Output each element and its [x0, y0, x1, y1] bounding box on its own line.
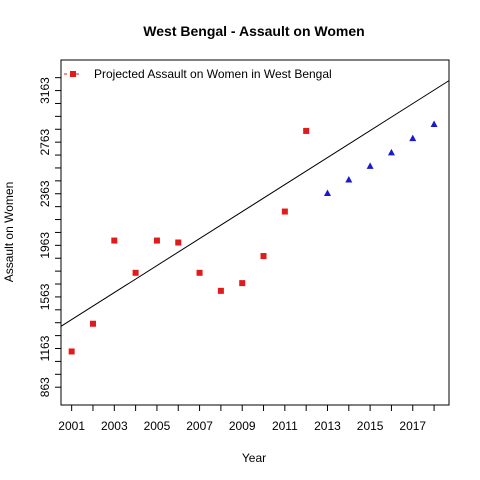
y-axis-label: Assault on Women	[2, 182, 16, 283]
y-tick-label: 1963	[38, 232, 52, 259]
legend: Projected Assault on Women in West Benga…	[64, 67, 332, 81]
chart-title: West Bengal - Assault on Women	[143, 23, 364, 39]
x-tick-label: 2009	[229, 419, 256, 433]
y-tick-label: 1163	[38, 335, 52, 361]
y-tick-label: 2363	[38, 180, 52, 207]
plot-frame	[60, 59, 450, 406]
y-tick-label: 863	[38, 377, 52, 397]
legend-label: Projected Assault on Women in West Benga…	[94, 67, 332, 81]
data-point-square	[132, 269, 139, 276]
x-tick-label: 2001	[58, 419, 85, 433]
data-point-square	[196, 269, 203, 276]
data-point-square	[111, 237, 118, 244]
y-tick-label: 2763	[38, 128, 52, 155]
data-point-triangle	[387, 148, 395, 156]
x-axis: 2001 2003 2005 2007 2009 2011 2013 2015 2017	[58, 405, 435, 433]
data-point-square	[68, 348, 75, 355]
x-tick-label: 2005	[144, 419, 171, 433]
data-point-square	[303, 127, 310, 134]
data-point-square	[260, 253, 267, 260]
data-point-square	[281, 208, 288, 215]
data-point-triangle	[366, 162, 374, 169]
legend-marker	[70, 71, 76, 77]
x-tick-label: 2015	[357, 419, 384, 433]
data-point-triangle	[345, 175, 353, 183]
x-tick-label: 2007	[186, 419, 213, 433]
data-point-square	[89, 320, 96, 327]
y-tick-label: 3163	[38, 77, 52, 104]
plot-area	[60, 80, 450, 355]
data-point-square	[217, 287, 224, 294]
x-tick-label: 2017	[399, 419, 426, 433]
x-tick-label: 2003	[101, 419, 128, 433]
x-axis-label: Year	[242, 451, 266, 465]
data-point-triangle	[323, 189, 331, 196]
x-tick-label: 2011	[272, 419, 298, 433]
y-tick-label: 1563	[38, 283, 52, 310]
data-point-square	[175, 239, 182, 246]
data-point-square	[239, 280, 246, 287]
x-tick-label: 2013	[314, 419, 341, 433]
data-point-triangle	[409, 134, 417, 142]
y-axis: 863 1163 1563 1963 2363 2763 3163	[38, 77, 61, 397]
data-point-square	[153, 237, 160, 244]
data-point-triangle	[430, 120, 438, 127]
trend-line	[60, 80, 450, 327]
